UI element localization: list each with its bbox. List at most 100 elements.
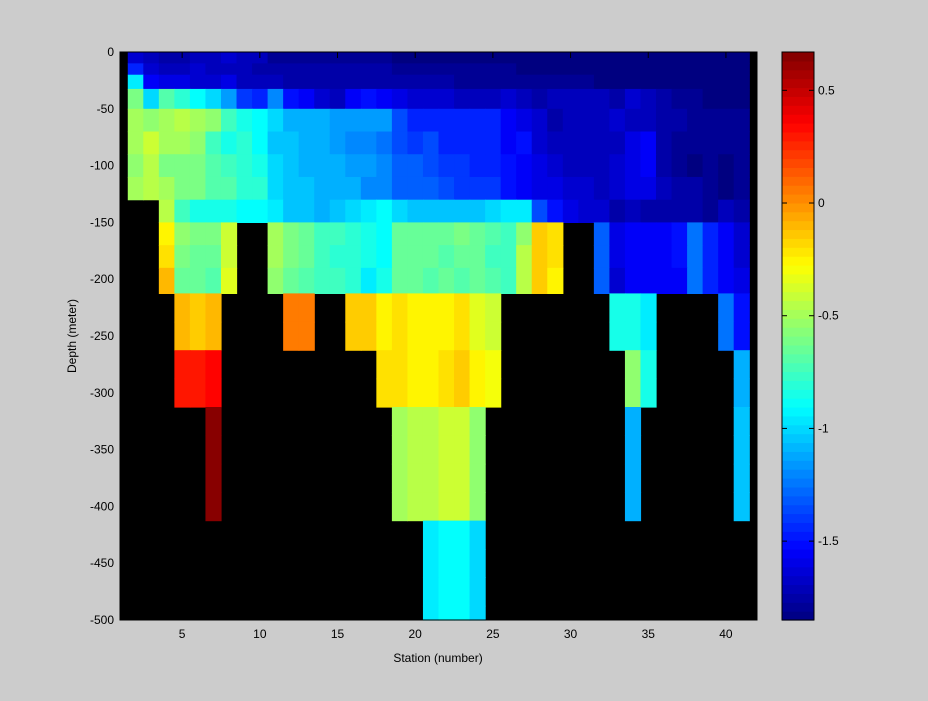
heatmap-cell <box>360 154 377 178</box>
heatmap-cell <box>454 88 471 110</box>
heatmap-cell <box>656 108 673 133</box>
colorbar-step <box>782 478 814 488</box>
heatmap-cell <box>422 293 440 323</box>
heatmap-cell <box>562 176 579 201</box>
heatmap-cell <box>547 63 564 76</box>
heatmap-cell <box>267 245 284 269</box>
colorbar-step <box>782 424 814 435</box>
heatmap-cell <box>391 131 409 155</box>
heatmap-cell <box>422 131 440 155</box>
heatmap-cell <box>174 63 191 76</box>
heatmap-cell <box>609 131 626 155</box>
heatmap-cell <box>624 350 642 380</box>
heatmap-cell <box>718 131 735 155</box>
colorbar-step <box>782 336 814 346</box>
colorbar-tick-label: 0.5 <box>818 83 835 97</box>
heatmap-cell <box>205 407 222 436</box>
heatmap-cell <box>158 74 175 90</box>
heatmap-cell <box>469 577 486 607</box>
heatmap-cell <box>283 267 300 294</box>
heatmap-cell <box>469 520 486 550</box>
heatmap-cell <box>469 176 486 201</box>
heatmap-cell <box>422 63 440 76</box>
heatmap-cell <box>329 88 346 110</box>
heatmap-cell <box>438 463 455 493</box>
colorbar-step <box>782 52 814 62</box>
colorbar-step <box>782 291 814 302</box>
heatmap-cell <box>189 88 207 110</box>
y-tick-label: -300 <box>90 386 114 400</box>
heatmap-cell <box>298 293 315 323</box>
colorbar-step <box>782 389 814 399</box>
plot-area: 5 10 15 20 25 30 35 40 0 -50 -100 -150 -200 -250 -300… <box>90 45 758 641</box>
heatmap-cell <box>547 131 564 155</box>
heatmap-cell <box>422 350 440 380</box>
heatmap-cell <box>578 88 595 110</box>
heatmap-cell <box>407 88 424 110</box>
heatmap-cell <box>158 267 175 294</box>
heatmap-cell <box>314 245 331 269</box>
heatmap-cell <box>407 435 424 465</box>
heatmap-cell <box>174 131 191 155</box>
heatmap-cell <box>469 199 486 223</box>
heatmap-cell <box>236 52 253 64</box>
heatmap-cell <box>516 131 533 155</box>
heatmap-cell <box>562 88 579 110</box>
heatmap-cell <box>578 108 595 133</box>
heatmap-cell <box>345 131 362 155</box>
heatmap-cell <box>593 154 611 178</box>
heatmap-cell <box>531 88 548 110</box>
heatmap-cell <box>624 378 642 408</box>
heatmap-cell <box>376 131 393 155</box>
heatmap-cell <box>609 267 626 294</box>
heatmap-cell <box>485 199 502 223</box>
colorbar-step <box>782 309 814 319</box>
heatmap-cell <box>252 74 269 90</box>
heatmap-cell <box>485 321 502 351</box>
heatmap-cell <box>345 63 362 76</box>
colorbar-step <box>782 131 814 142</box>
colorbar-step <box>782 96 814 106</box>
heatmap-cell <box>360 63 377 76</box>
colorbar-step <box>782 407 814 417</box>
heatmap-cell <box>391 199 409 223</box>
heatmap-cell <box>718 245 735 269</box>
heatmap-cell <box>158 222 175 246</box>
heatmap-cell <box>656 74 673 90</box>
heatmap-cell <box>454 549 471 578</box>
y-tick-label: -200 <box>90 272 114 286</box>
heatmap-cell <box>205 463 222 493</box>
heatmap-cell <box>702 88 719 110</box>
heatmap-cell <box>687 267 704 294</box>
heatmap-cell <box>127 108 144 133</box>
heatmap-cell <box>454 407 471 436</box>
heatmap-cell <box>702 222 719 246</box>
heatmap-cell <box>702 176 719 201</box>
heatmap-cell <box>438 267 455 294</box>
heatmap-cell <box>422 435 440 465</box>
colorbar-step <box>782 318 814 328</box>
heatmap-cell <box>531 63 548 76</box>
heatmap-cell <box>205 492 222 522</box>
heatmap-cell <box>205 108 222 133</box>
heatmap-cell <box>733 463 750 493</box>
heatmap-cell <box>531 199 548 223</box>
heatmap-cell <box>578 52 595 64</box>
colorbar-step <box>782 327 814 337</box>
heatmap-cell <box>671 88 688 110</box>
heatmap-cell <box>236 131 253 155</box>
heatmap-cell <box>143 154 160 178</box>
heatmap-cell <box>454 74 471 90</box>
heatmap-cell <box>283 74 300 90</box>
heatmap-cell <box>422 222 440 246</box>
heatmap-cell <box>376 63 393 76</box>
heatmap-cell <box>500 63 517 76</box>
heatmap-cell <box>360 321 377 351</box>
heatmap-cell <box>360 108 377 133</box>
heatmap-cell <box>485 108 502 133</box>
heatmap-cell <box>593 199 611 223</box>
heatmap-cell <box>314 154 331 178</box>
heatmap-cell <box>671 63 688 76</box>
heatmap-cell <box>500 131 517 155</box>
colorbar-step <box>782 167 814 177</box>
